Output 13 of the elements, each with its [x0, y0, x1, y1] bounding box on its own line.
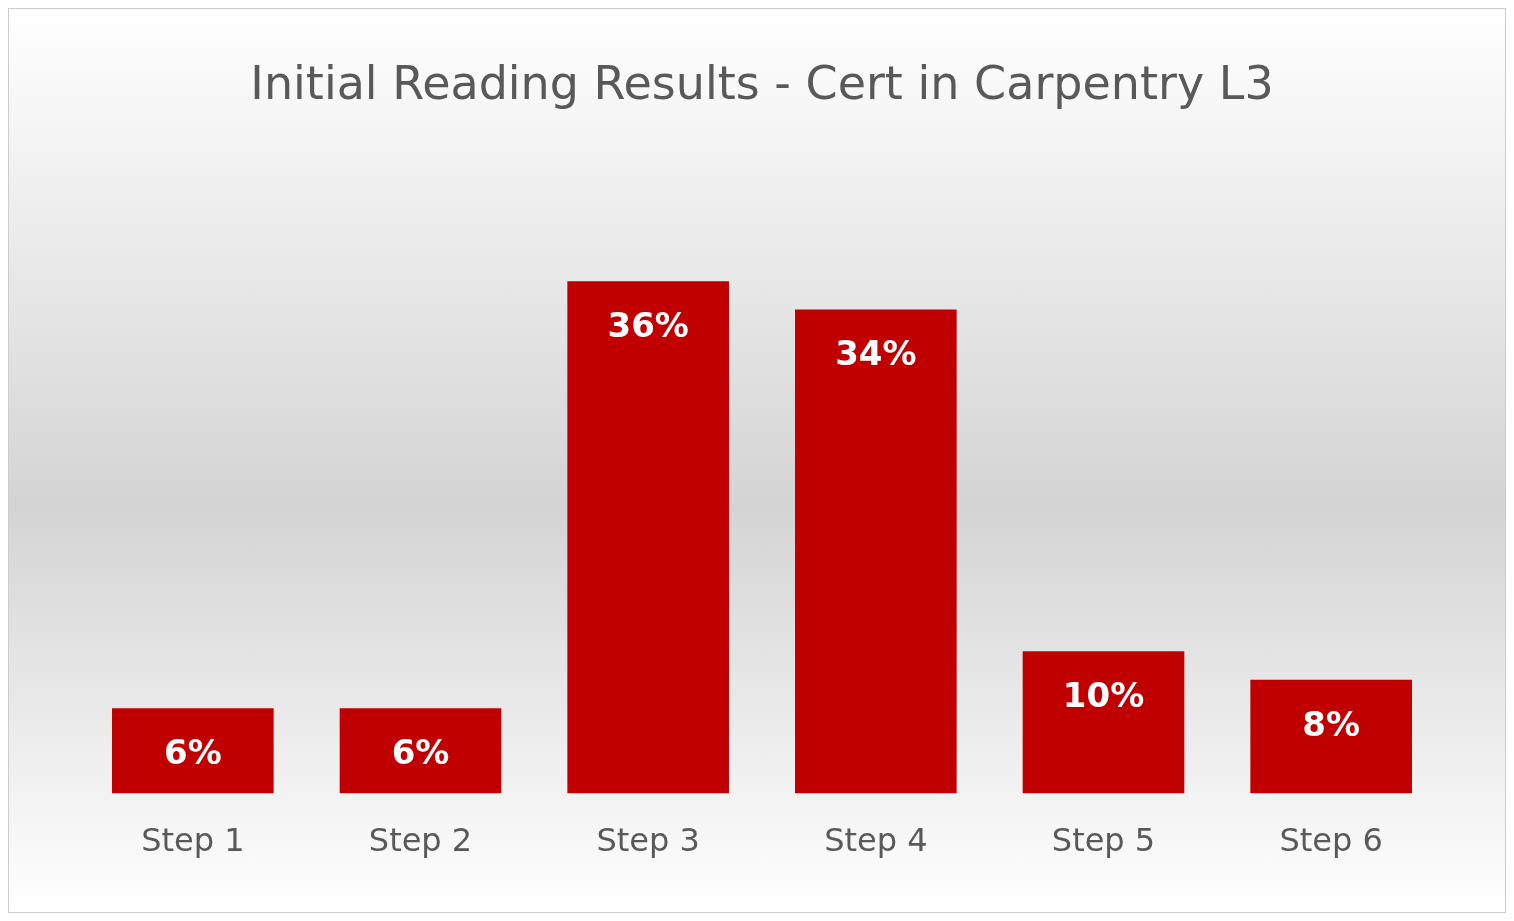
- data-label: 10%: [1062, 675, 1145, 716]
- data-label: 6%: [391, 732, 450, 773]
- x-tick-label: Step 4: [824, 821, 928, 860]
- data-label: 36%: [607, 304, 689, 345]
- x-tick-label: Step 2: [368, 821, 473, 860]
- data-label: 6%: [163, 732, 222, 773]
- x-tick-label: Step 3: [596, 821, 700, 860]
- x-tick-label: Step 5: [1051, 821, 1156, 860]
- data-label: 8%: [1302, 703, 1361, 744]
- x-tick-label: Step 6: [1279, 821, 1383, 860]
- x-tick-label: Step 1: [141, 821, 245, 860]
- chart-title: Initial Reading Results - Cert in Carpentry L3: [250, 55, 1274, 110]
- data-label: 34%: [835, 333, 917, 374]
